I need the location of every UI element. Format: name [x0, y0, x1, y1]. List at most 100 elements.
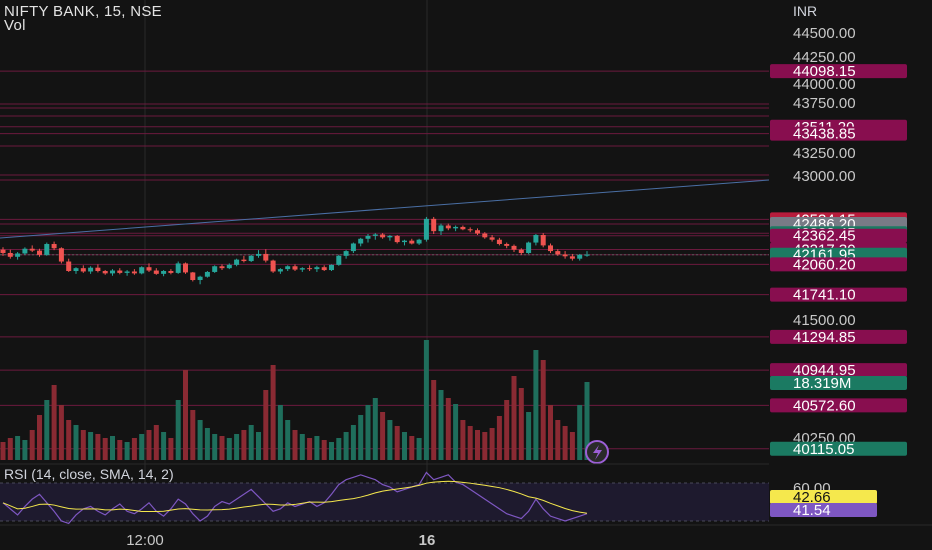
candle-body: [336, 255, 342, 265]
volume-bar: [88, 432, 94, 460]
price-level-badge: [770, 126, 907, 141]
volume-bar: [183, 370, 188, 460]
volume-bar: [44, 400, 50, 460]
candle-body: [299, 268, 305, 270]
candle-body: [212, 266, 218, 272]
candle-body: [51, 243, 57, 249]
volume-bar: [256, 432, 261, 460]
price-level-badge: [770, 64, 907, 79]
volume-bar: [95, 434, 101, 460]
candle-body: [365, 235, 371, 239]
volume-bar: [102, 438, 108, 460]
candle-body: [526, 242, 532, 253]
price-level-label: 40115.05: [793, 441, 854, 458]
candle-body: [540, 234, 546, 246]
candle-body: [460, 226, 466, 230]
volume-bar: [423, 340, 429, 460]
volume-bar: [562, 426, 568, 460]
volume-bar: [299, 434, 305, 460]
price-level-badge: [770, 228, 907, 243]
volume-bar: [153, 425, 159, 460]
candle-body: [263, 253, 269, 261]
volume-bar: [29, 430, 35, 460]
volume-bar: [409, 436, 415, 460]
volume-bar: [467, 426, 473, 460]
price-axis-tick: 44000.00: [793, 76, 856, 93]
candle-body: [139, 267, 145, 274]
volume-bar: [146, 430, 152, 460]
candle-body: [37, 250, 42, 255]
volume-bar: [277, 405, 283, 460]
rsi-label: RSI (14, close, SMA, 14, 2): [4, 466, 174, 482]
price-axis-tick: 44250.00: [793, 49, 856, 66]
price-level-badge: [770, 363, 907, 378]
volume-bar: [431, 380, 437, 460]
price-axis-bg: [769, 0, 932, 550]
volume-bar: [204, 428, 210, 460]
candle-body: [394, 235, 400, 243]
candle-body: [453, 226, 459, 229]
volume-bar: [248, 425, 254, 460]
volume-bar: [37, 415, 42, 460]
candle-body: [175, 263, 181, 273]
volume-bar: [292, 430, 298, 460]
currency-label: INR: [793, 3, 817, 19]
volume-bar: [460, 420, 466, 460]
candle-body: [431, 218, 437, 232]
volume-bar: [175, 400, 181, 460]
volume-bar: [307, 438, 313, 460]
volume-bar: [219, 436, 225, 460]
volume-bar: [387, 420, 393, 460]
candle-body: [88, 267, 94, 272]
volume-indicator-label: Vol: [4, 17, 26, 34]
volume-bar: [365, 405, 371, 460]
candle-body: [248, 255, 254, 262]
volume-bar: [197, 420, 203, 460]
candle-body: [66, 261, 72, 272]
candle-body: [15, 253, 21, 257]
volume-bar: [569, 432, 575, 460]
candle-body: [204, 271, 210, 277]
candle-body: [445, 225, 451, 229]
candle-body: [584, 254, 590, 256]
candle-body: [226, 264, 232, 269]
volume-bar: [226, 438, 232, 460]
candle-body: [350, 243, 356, 252]
price-axis-tick: 43000.00: [793, 168, 856, 185]
candle-body: [256, 253, 261, 256]
price-axis-tick: 43750.00: [793, 95, 856, 112]
volume-bar: [343, 432, 349, 460]
price-level-label: 43438.85: [793, 126, 856, 143]
volume-bar: [584, 382, 590, 460]
volume-bar: [380, 412, 386, 460]
volume-bar: [234, 434, 240, 460]
candle-body: [219, 266, 225, 269]
candle-body: [438, 225, 444, 232]
candle-body: [0, 249, 6, 253]
candle-body: [518, 249, 524, 253]
candle-body: [110, 270, 115, 274]
candle-body: [548, 245, 553, 252]
candle-body: [416, 239, 422, 244]
volume-bar: [548, 405, 553, 460]
candle-body: [22, 248, 28, 254]
candle-body: [380, 234, 386, 238]
candle-body: [58, 248, 64, 262]
candle-body: [80, 268, 86, 272]
candle-body: [358, 238, 364, 244]
volume-bar: [212, 434, 218, 460]
rsi-sma-badge: [770, 503, 877, 517]
volume-bar: [22, 440, 28, 460]
price-level-label: 41741.10: [793, 287, 856, 304]
candle-body: [511, 245, 517, 250]
volume-bar: [540, 360, 546, 460]
volume-bar: [131, 438, 137, 460]
candle-body: [285, 266, 291, 270]
candle-body: [292, 266, 298, 270]
time-axis-tick: 12:00: [126, 532, 164, 549]
candle-body: [467, 229, 473, 231]
candle-body: [234, 259, 240, 265]
candle-body: [131, 271, 137, 274]
candle-body: [475, 230, 480, 234]
